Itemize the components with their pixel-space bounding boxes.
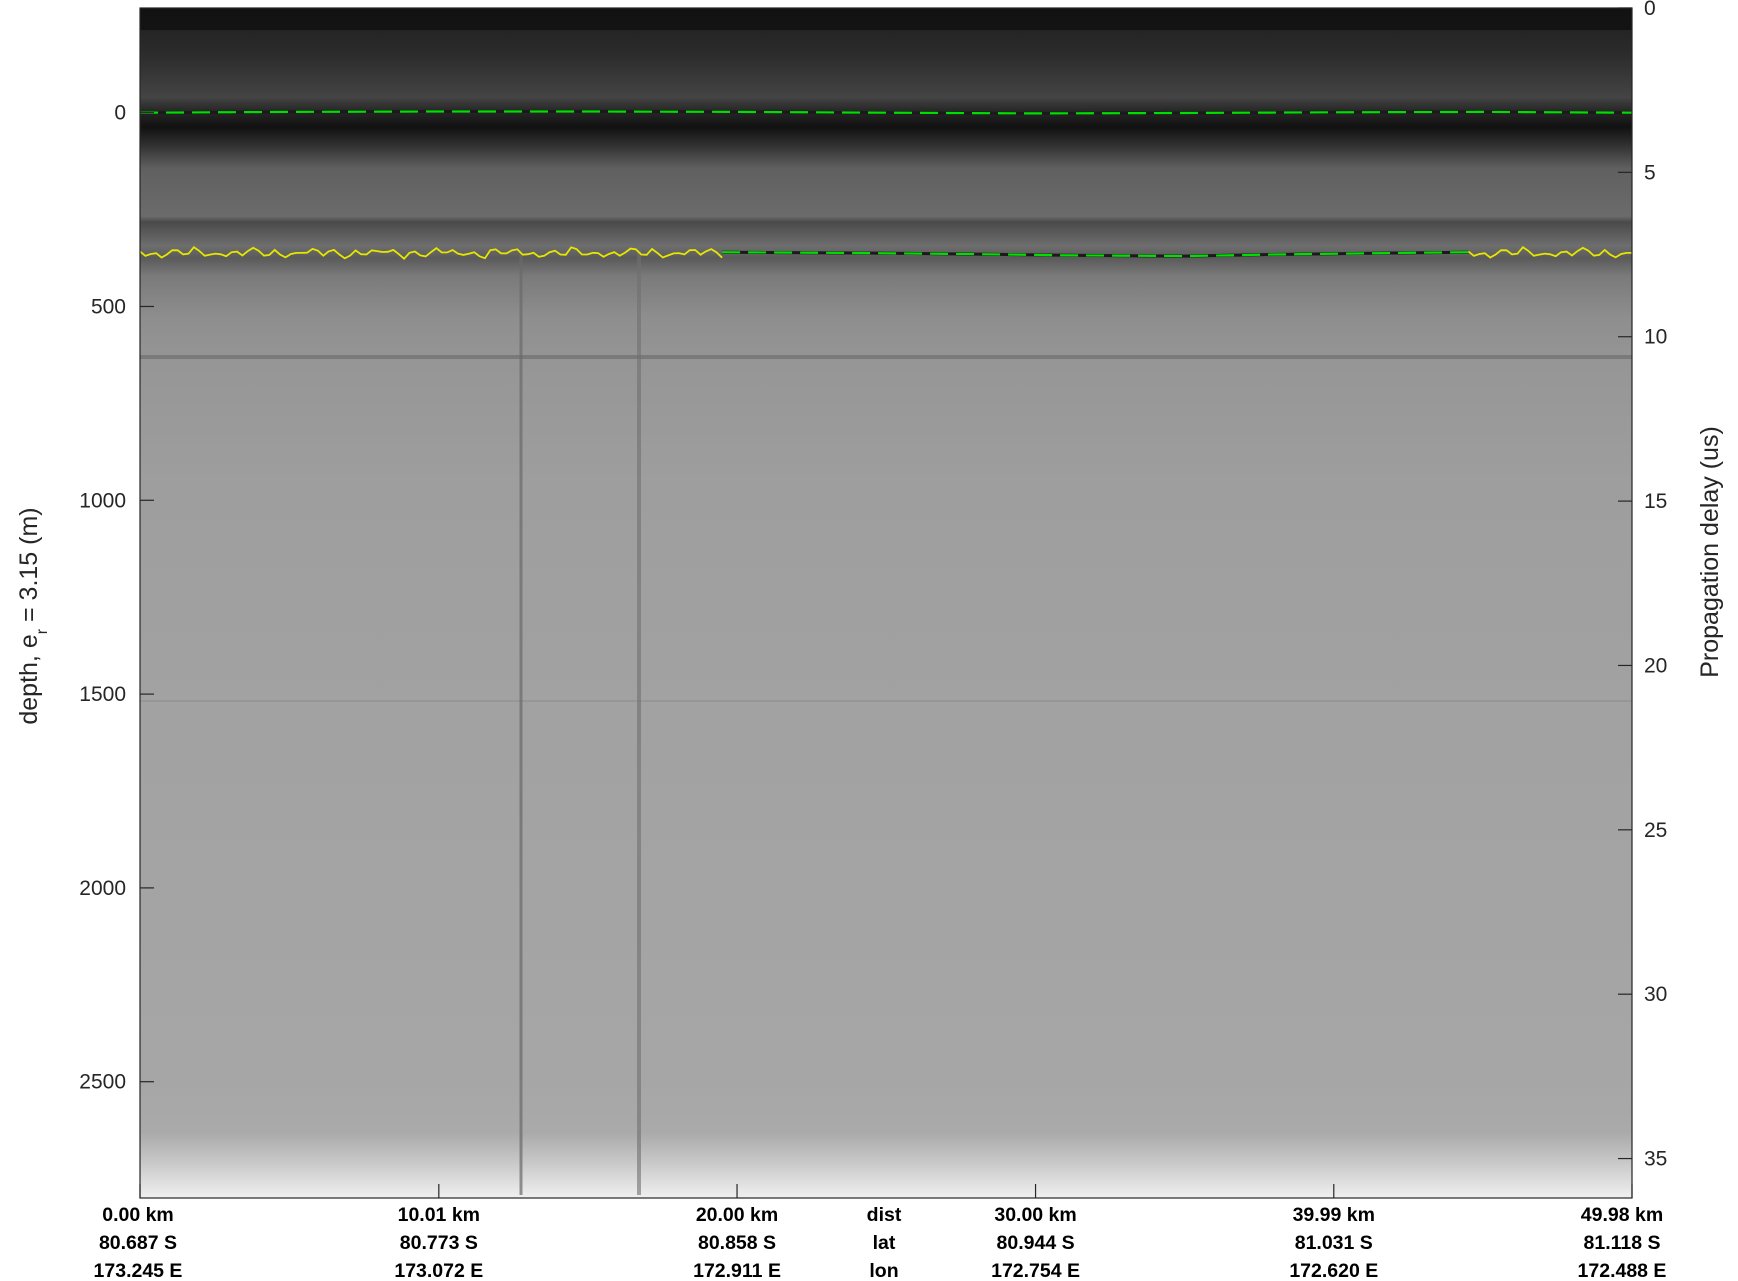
lat-label: 80.858 S xyxy=(698,1232,776,1254)
right-axis-title: Propagation delay (us) xyxy=(1696,426,1724,678)
lon-label: 172.620 E xyxy=(1289,1260,1378,1281)
faint-horizon-2 xyxy=(140,700,1632,702)
lat-label: 81.031 S xyxy=(1295,1232,1373,1254)
lon-label: 173.072 E xyxy=(394,1260,483,1281)
row-header-lon: lon xyxy=(869,1260,898,1281)
dist-label: 39.99 km xyxy=(1293,1204,1375,1226)
lon-label: 173.245 E xyxy=(94,1260,183,1281)
row-header-dist: dist xyxy=(867,1204,902,1226)
lat-label: 80.944 S xyxy=(997,1232,1075,1254)
right-tick-label: 15 xyxy=(1644,490,1667,513)
lon-label: 172.754 E xyxy=(991,1260,1080,1281)
dist-label: 20.00 km xyxy=(696,1204,778,1226)
radargram-background xyxy=(140,8,1632,1198)
row-header-lat: lat xyxy=(873,1232,896,1254)
left-axis-title: depth, er = 3.15 (m) xyxy=(15,507,51,724)
left-tick-label: 0 xyxy=(114,102,126,125)
dist-label: 30.00 km xyxy=(994,1204,1076,1226)
left-tick-label: 1000 xyxy=(79,489,126,512)
right-tick-label: 20 xyxy=(1644,654,1667,677)
lon-label: 172.488 E xyxy=(1578,1260,1667,1281)
left-tick-label: 2000 xyxy=(79,877,126,900)
lat-label: 80.773 S xyxy=(400,1232,478,1254)
faint-horizon xyxy=(140,355,1632,359)
dist-label: 10.01 km xyxy=(398,1204,480,1226)
left-tick-label: 2500 xyxy=(79,1071,126,1094)
left-axis-title-main: depth, e xyxy=(15,634,43,724)
right-tick-label: 30 xyxy=(1644,983,1667,1006)
right-tick-label: 0 xyxy=(1644,0,1656,20)
radar-image xyxy=(140,8,1632,1198)
top-dark-band xyxy=(140,8,1632,30)
lat-label: 81.118 S xyxy=(1584,1232,1661,1254)
right-tick-label: 35 xyxy=(1644,1148,1667,1171)
left-axis-title-tail: = 3.15 (m) xyxy=(15,507,43,629)
right-tick-label: 5 xyxy=(1644,161,1656,184)
right-tick-label: 25 xyxy=(1644,819,1667,842)
left-tick-label: 1500 xyxy=(79,683,126,706)
lat-label: 80.687 S xyxy=(99,1232,177,1254)
dist-label: 49.98 km xyxy=(1581,1204,1663,1226)
dist-label: 0.00 km xyxy=(102,1204,174,1226)
right-tick-label: 10 xyxy=(1644,326,1667,349)
lon-label: 172.911 E xyxy=(693,1260,781,1281)
left-tick-label: 500 xyxy=(91,295,126,318)
